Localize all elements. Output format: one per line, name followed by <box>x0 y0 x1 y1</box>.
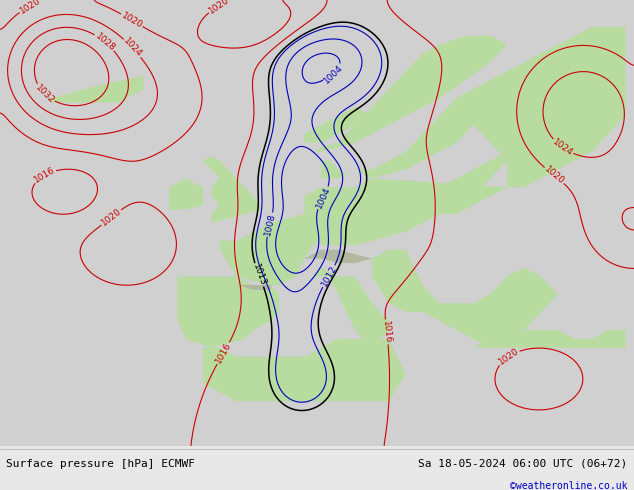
Polygon shape <box>0 0 634 446</box>
Text: 1032: 1032 <box>34 83 56 105</box>
Polygon shape <box>51 76 144 102</box>
Text: 1016: 1016 <box>381 320 392 344</box>
Text: Sa 18-05-2024 06:00 UTC (06+72): Sa 18-05-2024 06:00 UTC (06+72) <box>418 459 628 468</box>
Polygon shape <box>304 250 372 263</box>
Text: 1020: 1020 <box>18 0 42 16</box>
Text: 1004: 1004 <box>322 63 345 85</box>
Polygon shape <box>321 161 347 178</box>
Polygon shape <box>220 214 330 285</box>
Polygon shape <box>296 36 507 151</box>
Polygon shape <box>474 330 626 348</box>
Text: 1028: 1028 <box>93 31 117 53</box>
Text: 1004: 1004 <box>314 186 332 210</box>
Polygon shape <box>203 339 406 401</box>
Text: 1020: 1020 <box>543 165 566 186</box>
Polygon shape <box>456 27 626 187</box>
Polygon shape <box>304 178 507 245</box>
Text: 1016: 1016 <box>214 341 233 366</box>
Polygon shape <box>178 276 279 348</box>
Polygon shape <box>313 268 389 339</box>
Polygon shape <box>355 80 524 178</box>
Polygon shape <box>169 178 203 210</box>
Text: 1024: 1024 <box>122 37 144 59</box>
Polygon shape <box>372 250 558 348</box>
Text: 1012: 1012 <box>320 264 339 289</box>
Polygon shape <box>304 107 372 143</box>
Polygon shape <box>423 151 507 205</box>
Polygon shape <box>203 156 262 223</box>
Text: 1013: 1013 <box>251 263 268 287</box>
Text: 1020: 1020 <box>496 346 521 367</box>
Text: ©weatheronline.co.uk: ©weatheronline.co.uk <box>510 481 628 490</box>
Text: 1020: 1020 <box>100 207 123 228</box>
Text: 1016: 1016 <box>32 166 56 185</box>
Text: 1024: 1024 <box>551 137 574 158</box>
Text: Surface pressure [hPa] ECMWF: Surface pressure [hPa] ECMWF <box>6 459 195 468</box>
Text: 1020: 1020 <box>120 11 144 30</box>
Text: 1020: 1020 <box>207 0 231 16</box>
Polygon shape <box>236 285 271 290</box>
Text: 1008: 1008 <box>263 213 277 237</box>
